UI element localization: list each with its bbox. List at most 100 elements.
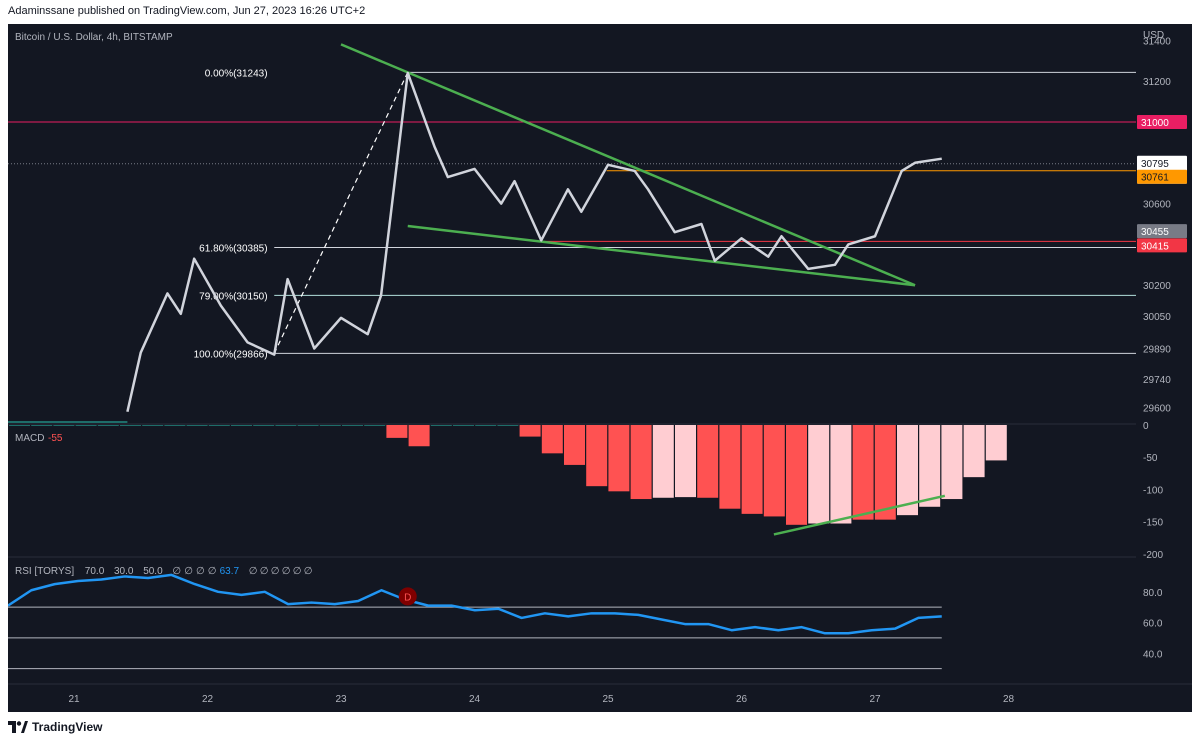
price-trendline bbox=[340, 43, 916, 287]
macd-bar bbox=[319, 425, 341, 426]
macd-bar bbox=[852, 425, 874, 520]
macd-bar bbox=[541, 425, 563, 454]
macd-bar bbox=[120, 425, 141, 426]
price-tick-label: 30200 bbox=[1143, 281, 1171, 292]
rsi-param: ∅ bbox=[172, 566, 181, 577]
macd-tick-label: -200 bbox=[1143, 550, 1163, 561]
price-badge-label: 30761 bbox=[1141, 173, 1169, 184]
price-tick-label: 29890 bbox=[1143, 344, 1171, 355]
macd-bar bbox=[97, 425, 119, 426]
rsi-param: 70.0 bbox=[85, 566, 105, 577]
price-badge bbox=[1137, 169, 1187, 184]
macd-title: MACD bbox=[15, 433, 44, 444]
macd-bar bbox=[453, 425, 474, 426]
macd-bar bbox=[897, 425, 918, 516]
fib-level-label: 61.80%(30385) bbox=[199, 243, 267, 254]
macd-bar bbox=[808, 425, 830, 524]
macd-bar bbox=[408, 425, 430, 447]
macd-tick-label: -100 bbox=[1143, 485, 1163, 496]
rsi-param: 50.0 bbox=[143, 566, 163, 577]
macd-bar bbox=[675, 425, 696, 498]
macd-bar bbox=[985, 425, 1007, 461]
macd-bar bbox=[874, 425, 896, 520]
macd-bar bbox=[697, 425, 719, 498]
macd-bar bbox=[763, 425, 785, 517]
fib-level-label: 100.00%(29866) bbox=[194, 349, 268, 360]
macd-bar bbox=[342, 425, 363, 426]
time-axis-label: 22 bbox=[202, 694, 214, 705]
time-axis-label: 24 bbox=[469, 694, 481, 705]
macd-bar bbox=[142, 425, 164, 426]
macd-bar bbox=[31, 425, 53, 426]
macd-bar bbox=[53, 425, 75, 426]
time-axis-label: 28 bbox=[1003, 694, 1015, 705]
rsi-tick-label: 80.0 bbox=[1143, 588, 1163, 599]
macd-bar bbox=[608, 425, 630, 492]
macd-bar bbox=[430, 425, 452, 426]
tradingview-logo[interactable]: TradingView bbox=[8, 718, 102, 736]
macd-bar bbox=[919, 425, 941, 507]
chart-svg: Bitcoin / U.S. Dollar, 4h, BITSTAMP USD31… bbox=[7, 30, 1192, 705]
price-tick-label: 31400 bbox=[1143, 36, 1171, 47]
macd-bar bbox=[475, 425, 497, 426]
time-axis-label: 26 bbox=[736, 694, 748, 705]
macd-bar bbox=[630, 425, 652, 500]
rsi-param: ∅ bbox=[208, 566, 217, 577]
rsi-param: ∅ bbox=[196, 566, 205, 577]
price-tick-label: 29740 bbox=[1143, 375, 1171, 386]
rsi-tick-label: 40.0 bbox=[1143, 649, 1163, 660]
time-axis-label: 27 bbox=[869, 694, 881, 705]
time-axis-label: 23 bbox=[335, 694, 347, 705]
rsi-tick-label: 60.0 bbox=[1143, 619, 1163, 630]
macd-bar bbox=[497, 425, 519, 426]
chart-frame: Bitcoin / U.S. Dollar, 4h, BITSTAMP USD 31… bbox=[7, 24, 1192, 712]
macd-bar bbox=[297, 425, 319, 426]
price-badge-label: 31000 bbox=[1141, 118, 1169, 129]
rsi-value-label: 63.7 bbox=[220, 566, 240, 577]
macd-bar bbox=[253, 425, 275, 426]
time-axis-label: 21 bbox=[68, 694, 80, 705]
macd-bar bbox=[186, 425, 208, 426]
price-badge-label: 30795 bbox=[1141, 159, 1169, 170]
macd-value-label: -55 bbox=[48, 433, 63, 444]
price-badge bbox=[1137, 114, 1187, 129]
macd-bar bbox=[275, 425, 297, 426]
publish-caption: Adaminssane published on TradingView.com… bbox=[8, 5, 366, 17]
macd-tick-label: 0 bbox=[1143, 421, 1149, 432]
macd-bar bbox=[719, 425, 741, 509]
macd-bar bbox=[941, 425, 963, 500]
price-badge bbox=[1137, 238, 1187, 253]
fib-level-label: 79.00%(30150) bbox=[199, 291, 267, 302]
price-trendline bbox=[407, 224, 916, 287]
macd-bar bbox=[164, 425, 186, 426]
price-tick-label: 30600 bbox=[1143, 200, 1171, 211]
macd-bar bbox=[75, 425, 97, 426]
rsi-param: ∅ bbox=[249, 566, 258, 577]
macd-bar bbox=[208, 425, 230, 426]
rsi-param: 30.0 bbox=[114, 566, 134, 577]
rsi-param: ∅ bbox=[184, 566, 193, 577]
tradingview-brand: TradingView bbox=[32, 720, 103, 734]
macd-bar bbox=[519, 425, 541, 437]
macd-tick-label: -150 bbox=[1143, 518, 1163, 529]
price-series-line bbox=[126, 71, 942, 413]
price-badge-label: 30415 bbox=[1141, 241, 1169, 252]
macd-bar bbox=[586, 425, 608, 487]
price-tick-label: 29600 bbox=[1143, 404, 1171, 415]
rsi-divergence-marker bbox=[398, 587, 417, 606]
rsi-param: ∅ bbox=[282, 566, 291, 577]
macd-bar bbox=[963, 425, 985, 478]
price-tick-label: 31200 bbox=[1143, 77, 1171, 88]
price-badge-label: 30455 bbox=[1141, 227, 1169, 238]
macd-bar bbox=[564, 425, 585, 465]
fib-anchor-dashed-line bbox=[273, 72, 409, 354]
fib-level-label: 0.00%(31243) bbox=[205, 68, 268, 79]
rsi-param: ∅ bbox=[293, 566, 302, 577]
macd-bar bbox=[786, 425, 807, 525]
rsi-title: RSI [TORYS] bbox=[15, 566, 74, 577]
macd-bar bbox=[741, 425, 763, 514]
macd-bar bbox=[9, 425, 30, 426]
rsi-series-line bbox=[7, 573, 942, 635]
time-axis-label: 25 bbox=[602, 694, 614, 705]
rsi-param: ∅ bbox=[304, 566, 313, 577]
